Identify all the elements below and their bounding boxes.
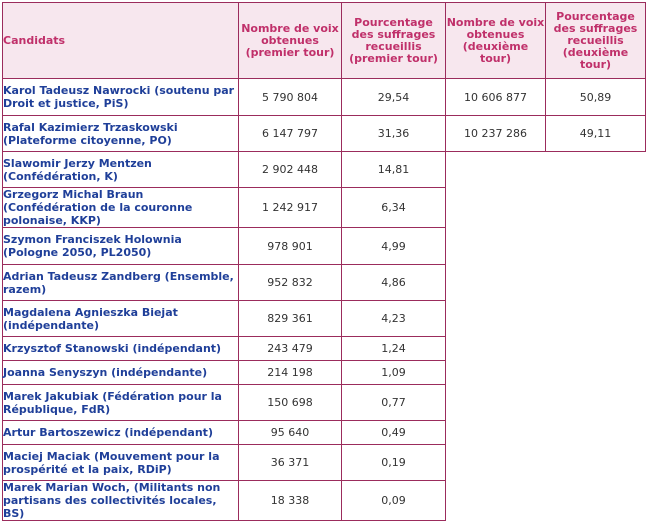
votes-round1: 18 338 — [238, 480, 342, 521]
percent-round2: 50,89 — [545, 78, 646, 116]
votes-round1: 95 640 — [238, 420, 342, 445]
votes-round1: 214 198 — [238, 360, 342, 385]
candidate-name: Maciej Maciak (Mouvement pour la prospér… — [2, 444, 239, 481]
table-row: Rafal Kazimierz Trzaskowski (Plateforme … — [2, 115, 646, 152]
table-row: Maciej Maciak (Mouvement pour la prospér… — [2, 444, 646, 481]
header-percent-round1: Pourcentage des suffrages recueillis (pr… — [341, 2, 446, 79]
table-row: Karol Tadeusz Nawrocki (soutenu par Droi… — [2, 78, 646, 116]
empty-area — [445, 151, 646, 521]
votes-round2: 10 237 286 — [445, 115, 546, 152]
candidate-name: Adrian Tadeusz Zandberg (Ensemble, razem… — [2, 264, 239, 301]
candidate-name: Rafal Kazimierz Trzaskowski (Plateforme … — [2, 115, 239, 152]
percent-round1: 1,24 — [341, 336, 446, 361]
candidate-name: Marek Jakubiak (Fédération pour la Répub… — [2, 384, 239, 421]
votes-round1: 1 242 917 — [238, 187, 342, 228]
table-row: Marek Marian Woch, (Militants non partis… — [2, 480, 646, 521]
candidate-name: Szymon Franciszek Holownia (Pologne 2050… — [2, 227, 239, 265]
votes-round1: 829 361 — [238, 300, 342, 337]
percent-round1: 4,86 — [341, 264, 446, 301]
candidate-name: Slawomir Jerzy Mentzen (Confédération, K… — [2, 151, 239, 188]
percent-round1: 4,99 — [341, 227, 446, 265]
votes-round1: 978 901 — [238, 227, 342, 265]
percent-round1: 6,34 — [341, 187, 446, 228]
candidate-name: Karol Tadeusz Nawrocki (soutenu par Droi… — [2, 78, 239, 116]
candidate-name: Krzysztof Stanowski (indépendant) — [2, 336, 239, 361]
percent-round1: 0,77 — [341, 384, 446, 421]
percent-round1: 29,54 — [341, 78, 446, 116]
votes-round1: 952 832 — [238, 264, 342, 301]
votes-round1: 243 479 — [238, 336, 342, 361]
table-row: Magdalena Agnieszka Biejat (indépendante… — [2, 300, 646, 337]
votes-round1: 2 902 448 — [238, 151, 342, 188]
header-candidates: Candidats — [2, 2, 239, 79]
votes-round1: 150 698 — [238, 384, 342, 421]
percent-round2: 49,11 — [545, 115, 646, 152]
table-row: Slawomir Jerzy Mentzen (Confédération, K… — [2, 151, 646, 521]
table-row: Artur Bartoszewicz (indépendant) 95 640 … — [2, 420, 646, 445]
votes-round1: 5 790 804 — [238, 78, 342, 116]
votes-round2: 10 606 877 — [445, 78, 546, 116]
votes-round1: 36 371 — [238, 444, 342, 481]
header-votes-round1: Nombre de voix obtenues (premier tour) — [238, 2, 342, 79]
table-row: Joanna Senyszyn (indépendante) 214 198 1… — [2, 360, 646, 385]
percent-round1: 31,36 — [341, 115, 446, 152]
candidate-name: Grzegorz Michal Braun (Confédération de … — [2, 187, 239, 228]
candidate-name: Magdalena Agnieszka Biejat (indépendante… — [2, 300, 239, 337]
table-row: Krzysztof Stanowski (indépendant) 243 47… — [2, 336, 646, 361]
percent-round1: 0,19 — [341, 444, 446, 481]
table-row: Adrian Tadeusz Zandberg (Ensemble, razem… — [2, 264, 646, 301]
header-votes-round2: Nombre de voix obtenues (deuxième tour) — [445, 2, 546, 79]
candidate-name: Joanna Senyszyn (indépendante) — [2, 360, 239, 385]
percent-round1: 4,23 — [341, 300, 446, 337]
header-row: Candidats Nombre de voix obtenues (premi… — [2, 2, 646, 79]
votes-round1: 6 147 797 — [238, 115, 342, 152]
table-row: Szymon Franciszek Holownia (Pologne 2050… — [2, 227, 646, 265]
table-row: Grzegorz Michal Braun (Confédération de … — [2, 187, 646, 228]
percent-round1: 0,49 — [341, 420, 446, 445]
candidate-name: Artur Bartoszewicz (indépendant) — [2, 420, 239, 445]
percent-round1: 14,81 — [341, 151, 446, 188]
percent-round1: 1,09 — [341, 360, 446, 385]
candidate-name: Marek Marian Woch, (Militants non partis… — [2, 480, 239, 521]
header-percent-round2: Pourcentage des suffrages recueillis (de… — [545, 2, 646, 79]
table-row: Marek Jakubiak (Fédération pour la Répub… — [2, 384, 646, 421]
